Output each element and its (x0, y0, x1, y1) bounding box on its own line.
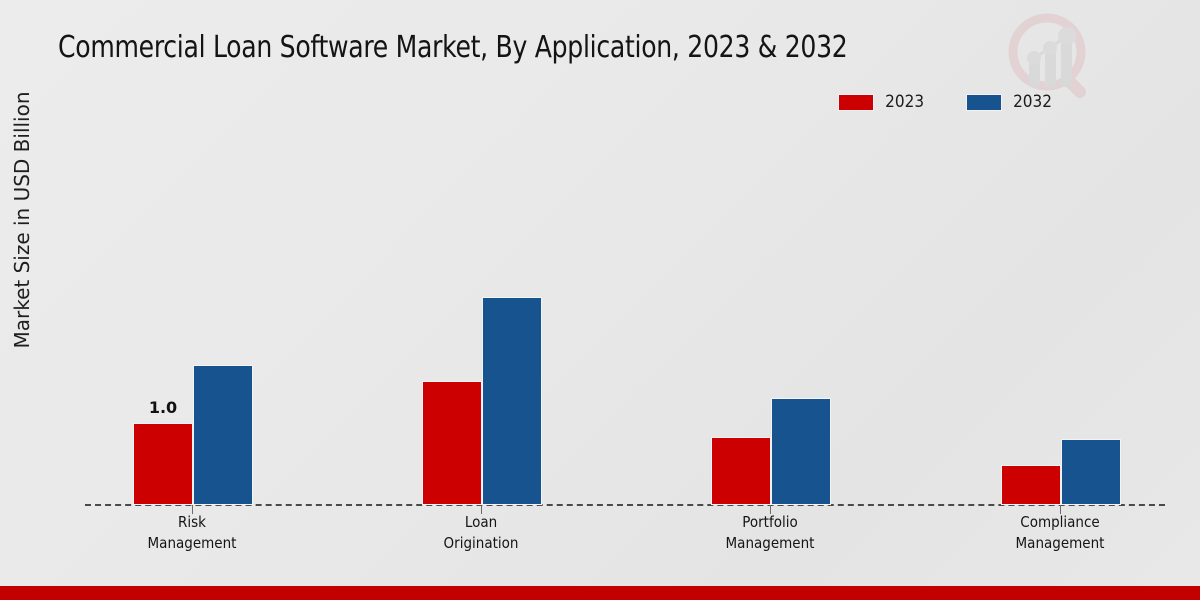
x-axis-label-loan-origination: Loan Origination (361, 512, 601, 554)
bar-2023-compliance-management[interactable] (1001, 465, 1061, 505)
x-axis-label-line-1: Compliance (1020, 513, 1100, 531)
x-axis-label-line-2: Origination (443, 534, 519, 552)
legend-label-2023: 2023 (885, 92, 925, 112)
x-axis-label-line-1: Risk (178, 513, 206, 531)
bar-2032-portfolio-management[interactable] (771, 398, 831, 505)
bar-2032-loan-origination[interactable] (482, 297, 542, 505)
x-axis-label-compliance-management: Compliance Management (940, 512, 1180, 554)
bar-2032-compliance-management[interactable] (1061, 439, 1121, 505)
bar-2032-risk-management[interactable] (193, 365, 253, 505)
x-axis-label-line-2: Management (1015, 534, 1105, 552)
x-axis-label-line-2: Management (147, 534, 237, 552)
legend-item-2032[interactable]: 2032 (966, 92, 1052, 112)
bar-2023-loan-origination[interactable] (422, 381, 482, 505)
x-axis-label-line-2: Management (725, 534, 815, 552)
footer-accent-bar (0, 586, 1200, 600)
x-axis-label-portfolio-management: Portfolio Management (650, 512, 890, 554)
x-tick-portfolio-management (770, 505, 771, 514)
legend-swatch-2032 (966, 93, 1003, 111)
chart-title: Commercial Loan Software Market, By Appl… (58, 30, 848, 65)
legend-label-2032: 2032 (1013, 92, 1052, 112)
x-axis-label-risk-management: Risk Management (72, 512, 312, 554)
x-axis-label-line-1: Portfolio (742, 513, 798, 531)
bar-2023-portfolio-management[interactable] (711, 437, 771, 505)
x-tick-loan-origination (481, 505, 482, 514)
legend-swatch-2023 (838, 93, 875, 111)
x-tick-compliance-management (1060, 505, 1061, 514)
chart-legend: 2023 2032 (838, 92, 1052, 112)
bar-2023-risk-management[interactable]: 1.0 (133, 398, 193, 505)
legend-item-2023[interactable]: 2023 (838, 92, 924, 112)
bar-value-label-risk-management-2023: 1.0 (148, 398, 178, 417)
x-tick-risk-management (192, 505, 193, 514)
x-axis-baseline (85, 504, 1165, 506)
x-axis-label-line-1: Loan (464, 513, 498, 531)
